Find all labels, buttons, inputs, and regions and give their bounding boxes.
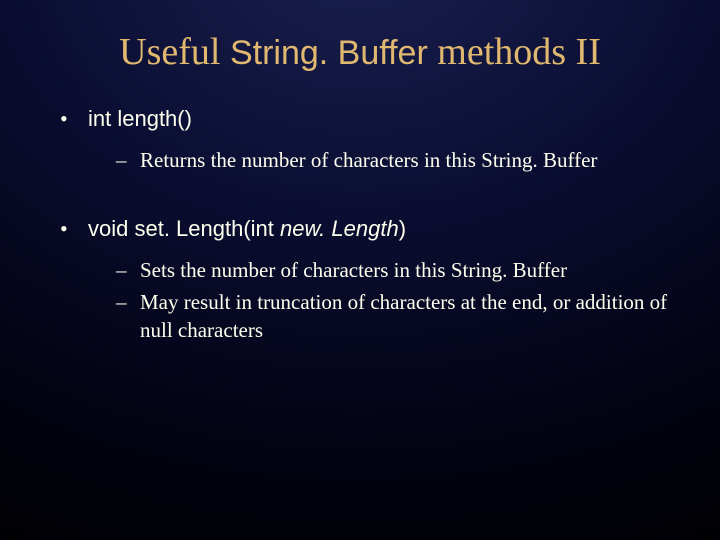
bullet-item-1: void set. Length(int new. Length) Sets t…	[60, 214, 670, 345]
method-signature-0: int length()	[88, 106, 192, 131]
sub-item: Sets the number of characters in this St…	[116, 256, 670, 284]
title-part1: Useful	[119, 31, 230, 73]
method-suffix: )	[399, 216, 406, 241]
sub-list-1: Sets the number of characters in this St…	[88, 256, 670, 345]
title-part2: String. Buffer	[230, 34, 428, 72]
sub-item: May result in truncation of characters a…	[116, 288, 670, 345]
method-italic-param: new. Length	[280, 216, 399, 241]
slide-title: Useful String. Buffer methods II	[50, 30, 670, 74]
bullet-item-0: int length() Returns the number of chara…	[60, 104, 670, 174]
bullet-list: int length() Returns the number of chara…	[50, 104, 670, 345]
sub-list-0: Returns the number of characters in this…	[88, 146, 670, 174]
sub-item: Returns the number of characters in this…	[116, 146, 670, 174]
method-signature-1: void set. Length(int new. Length)	[88, 216, 406, 241]
title-part3: methods II	[428, 31, 601, 73]
method-prefix: void set. Length(int	[88, 216, 280, 241]
slide-container: Useful String. Buffer methods II int len…	[0, 0, 720, 415]
slide-content: int length() Returns the number of chara…	[50, 104, 670, 345]
